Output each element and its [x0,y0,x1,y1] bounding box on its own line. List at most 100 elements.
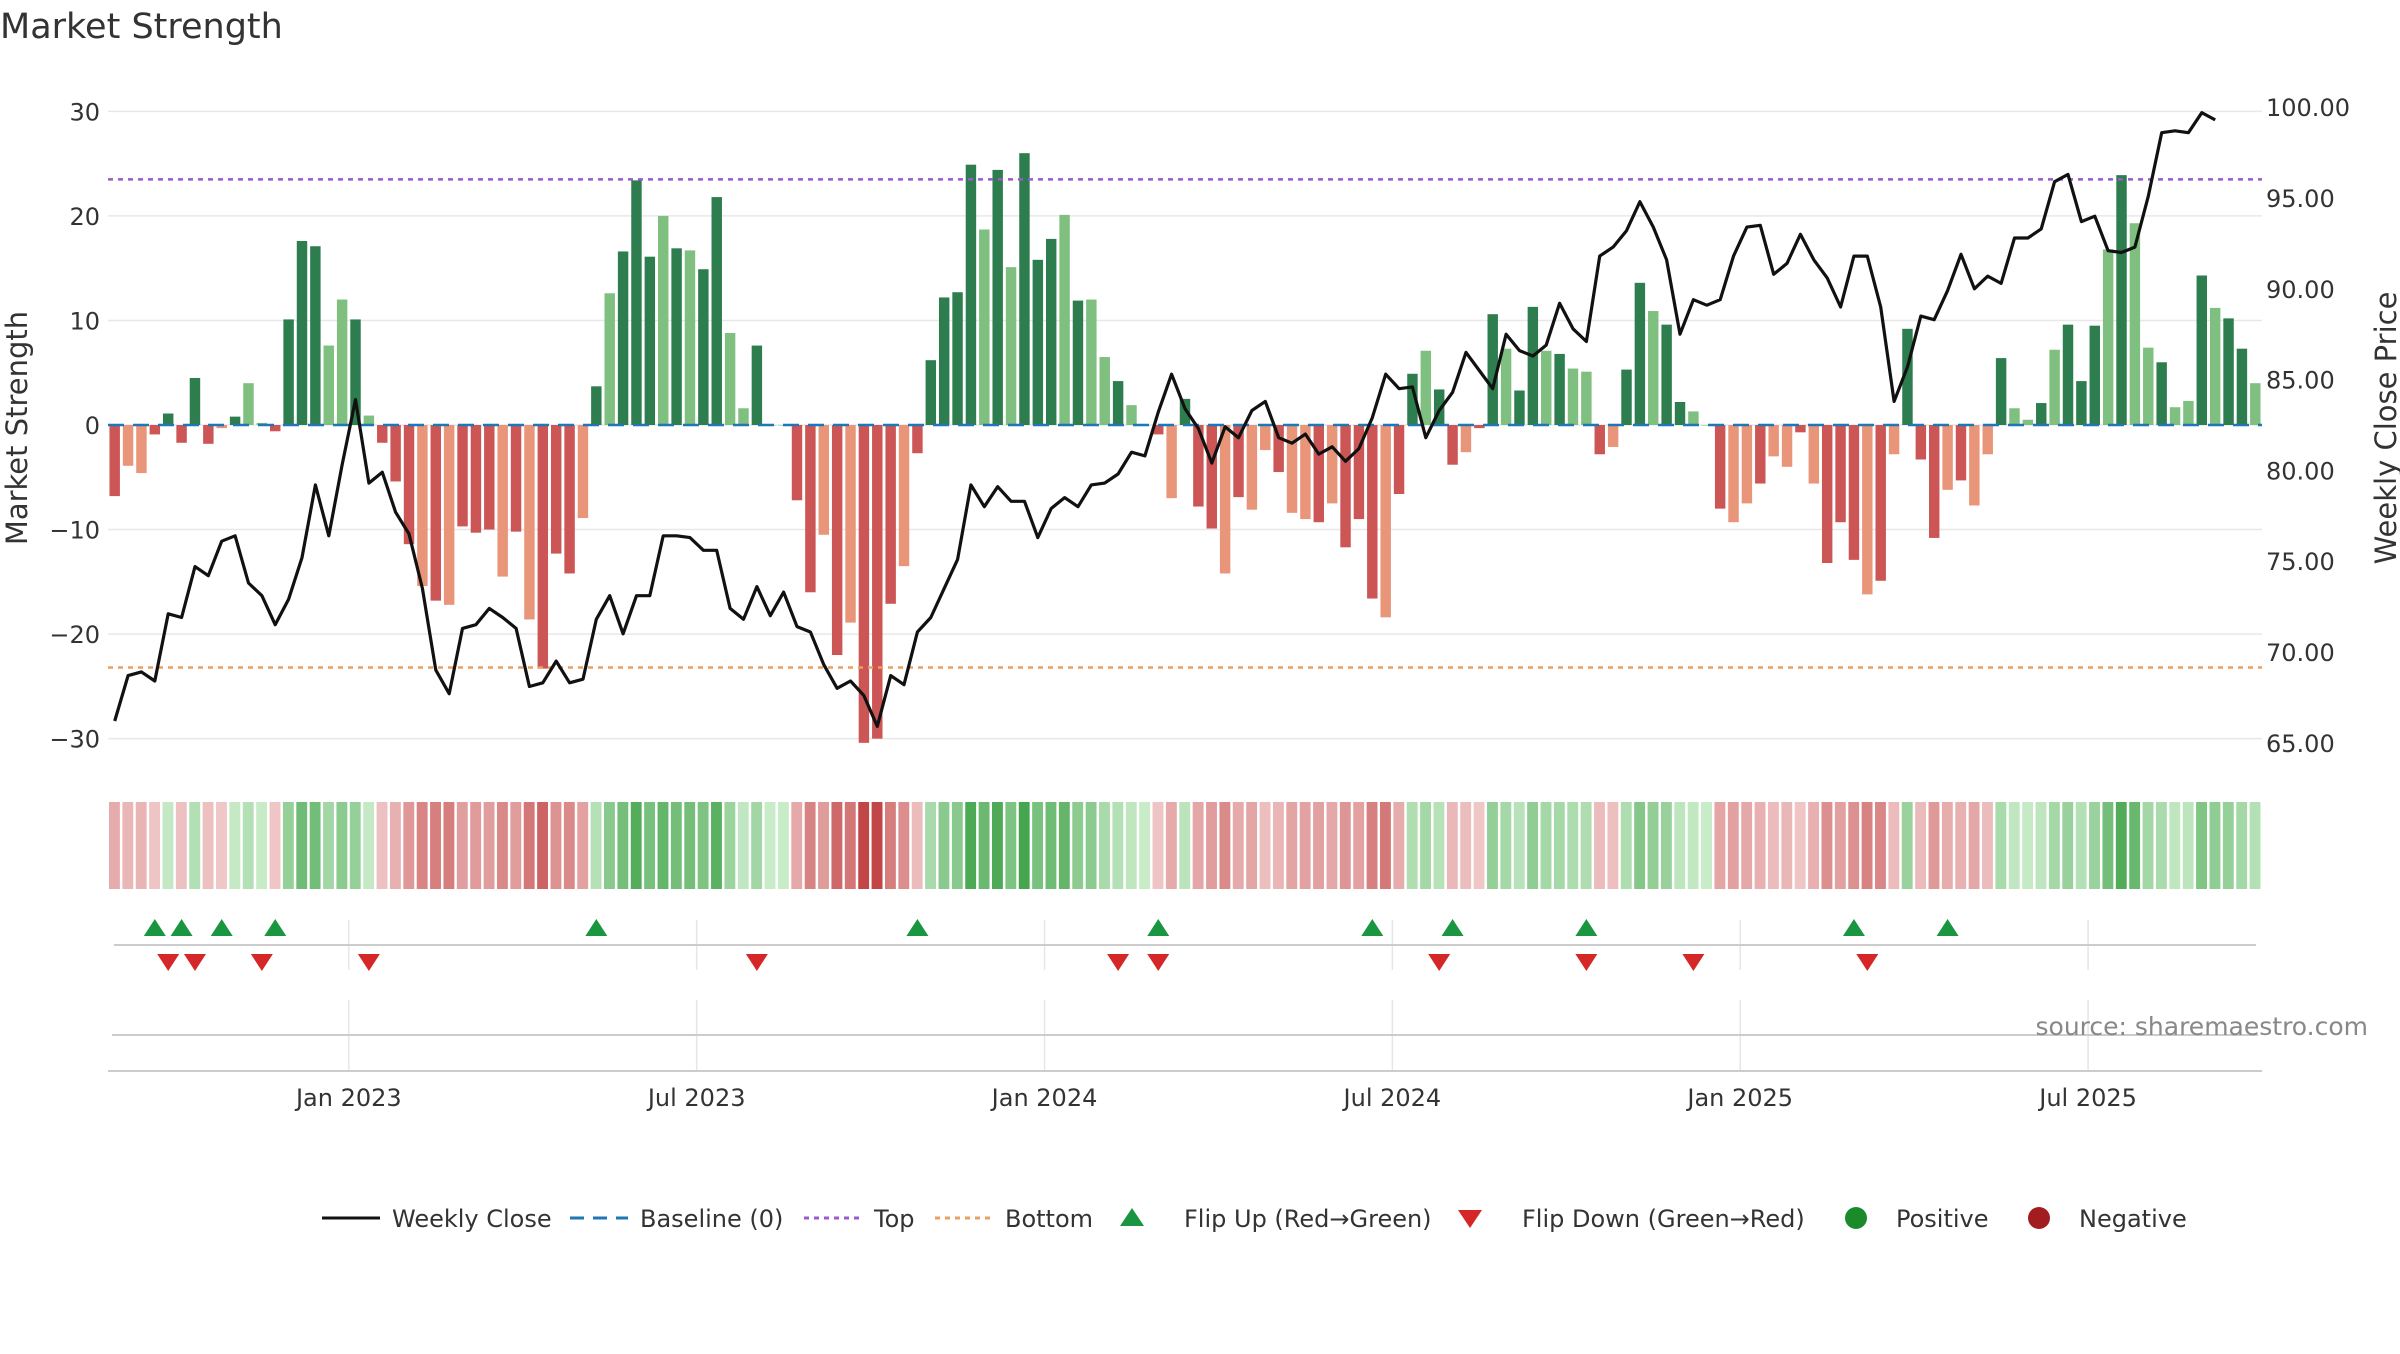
strength-bar [1393,425,1405,494]
strip-cell [791,802,803,889]
strip-cell [1540,802,1552,889]
strip-cell [1500,802,1512,889]
strip-cell [1808,802,1819,889]
strip-cell [1379,802,1391,889]
strength-bar [1755,425,1766,484]
strip-cell [1487,802,1498,889]
strength-bar [270,425,281,432]
strip-cell [563,802,575,889]
strip-cell [523,802,535,889]
strip-cell [189,802,201,889]
strip-cell [1112,802,1124,889]
strength-bar [1099,357,1110,425]
strip-cell [1741,802,1753,889]
legend-negative-swatch [2028,1207,2050,1229]
strip-cell [376,802,388,889]
strip-cell [711,802,722,889]
strip-cell [1727,802,1739,889]
strength-bar [1206,425,1217,529]
strip-cell [1179,802,1191,889]
weekly-close-line [113,111,2216,729]
strength-bar [1112,381,1124,425]
strip-cell [550,802,562,889]
strip-cell [109,802,120,889]
strip-cell [309,802,321,889]
strip-cell [2062,802,2074,889]
strength-bar [1353,425,1365,520]
strength-bar [417,425,428,586]
strength-bar [1433,389,1445,425]
strength-bar [1407,373,1418,425]
x-tick-label: Jan 2024 [990,1084,1098,1112]
y-axis-left: 30 20 10 0 −10 −20 −30 [49,98,100,753]
strip-cell [175,802,187,889]
strength-bar [510,425,522,532]
strength-bar [1795,425,1806,433]
y2-tick-label: 85.00 [2266,367,2335,395]
strength-bar [403,425,415,545]
strength-bar [122,425,134,466]
strip-cell [1219,802,1231,889]
strip-cell [162,802,174,889]
strength-bar [1701,425,1712,426]
strip-cell [1955,802,1967,889]
strip-cell [483,802,495,889]
strip-cell [1393,802,1405,889]
strip-cell [1326,802,1338,889]
strip-cell [1406,802,1418,889]
strip-cell [2155,802,2167,889]
y2-tick-label: 70.00 [2266,639,2335,667]
strength-bar [363,415,375,425]
strip-cell [684,802,696,889]
strength-bar [1032,259,1044,425]
strength-bar [1219,425,1231,574]
strength-bar [1982,425,1993,455]
strength-bar [1821,425,1833,563]
strip-cell [1888,802,1900,889]
strength-bar [1153,425,1164,435]
y-tick-label: −30 [49,726,100,754]
strip-cell [1915,802,1927,889]
strip-cell [1567,802,1579,889]
y2-axis-label: Weekly Close Price [2369,292,2400,565]
strip-cell [577,802,589,889]
strength-bar [1193,425,1204,507]
strength-bar [537,425,549,669]
strength-bar [1634,282,1646,425]
strip-cell [349,802,361,889]
strip-cell [510,802,522,889]
legend-negative-label: Negative [2079,1205,2187,1233]
strip-cell [2035,802,2047,889]
strip-cell [737,802,749,889]
strip-cell [1366,802,1378,889]
flip-down-marker [1147,954,1170,971]
strip-cell [657,802,669,889]
strip-cell [1005,802,1017,889]
strip-cell [1968,802,1980,889]
strength-bar [912,425,923,454]
strength-bar [336,299,348,425]
flip-down-marker [1428,954,1451,971]
strength-bar [1741,425,1753,504]
strip-cell [938,802,950,889]
strip-cell [2129,802,2141,889]
strip-cell [1821,802,1833,889]
strength-bar [1072,300,1084,425]
strength-bar [323,345,334,425]
legend-flip-up-label: Flip Up (Red→Green) [1184,1205,1432,1233]
strength-bar [1233,425,1244,498]
strength-bar [176,425,187,443]
strength-bar [1969,425,1980,506]
strength-bar [1728,425,1739,523]
strength-bar [2129,223,2141,425]
strip-cell [2209,802,2221,889]
strength-bar [938,297,950,425]
strip-cell [2196,802,2207,889]
strength-bar [1367,425,1378,599]
strip-cell [764,802,776,889]
strength-bar [644,256,656,425]
strength-bar [216,425,227,429]
strip-cell [1941,802,1953,889]
strength-bar [898,425,910,567]
strength-bar [109,425,120,497]
